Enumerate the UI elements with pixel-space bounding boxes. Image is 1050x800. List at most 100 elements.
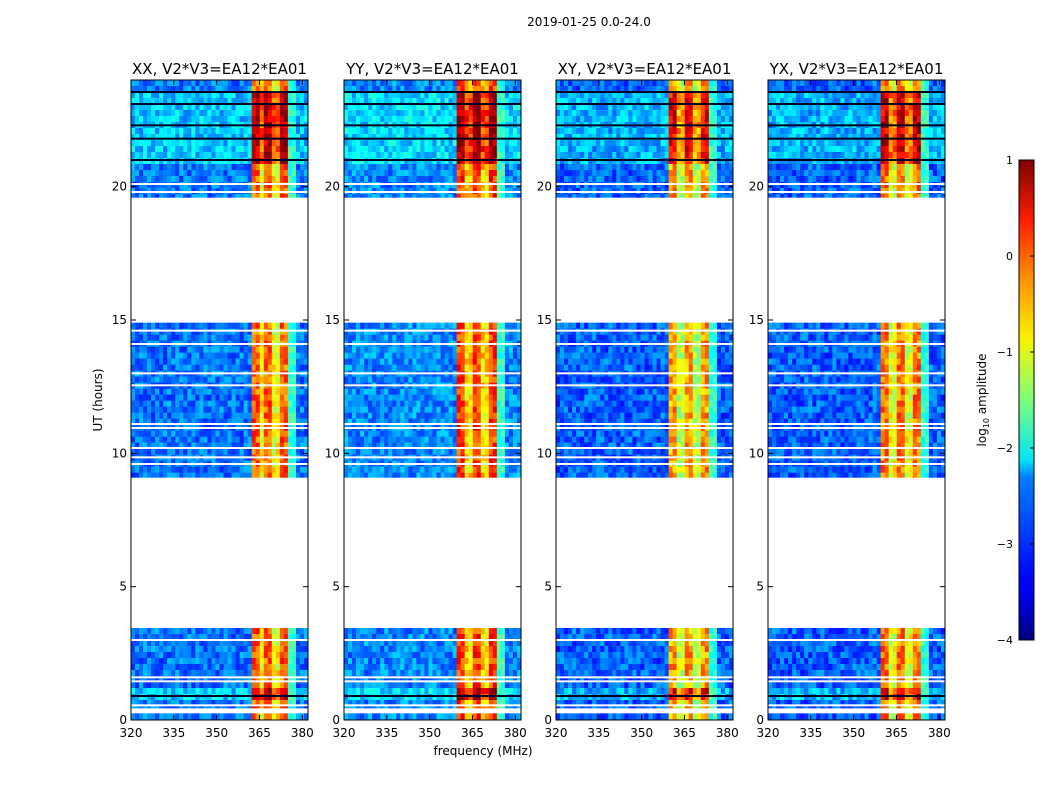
- heatmap-cell: [251, 182, 257, 189]
- heatmap-cell: [303, 436, 308, 444]
- heatmap-cell: [271, 700, 277, 707]
- heatmap-cell: [496, 694, 502, 701]
- heatmap-cell: [179, 640, 184, 647]
- heatmap-cell: [452, 652, 457, 659]
- heatmap-cell: [131, 713, 136, 720]
- heatmap-cell: [183, 646, 188, 653]
- heatmap-cell: [231, 706, 236, 709]
- heatmap-cell: [508, 418, 514, 426]
- heatmap-cell: [295, 640, 301, 647]
- heatmap-cell: [287, 682, 293, 689]
- heatmap-cell: [279, 640, 285, 647]
- heatmap-cell: [151, 152, 156, 159]
- heatmap-cell: [239, 104, 244, 111]
- heatmap-cell: [131, 104, 136, 111]
- heatmap-cell: [259, 346, 265, 354]
- heatmap-cell: [231, 442, 236, 450]
- heatmap-cell: [195, 328, 200, 336]
- heatmap-cell: [368, 358, 373, 366]
- heatmap-cell: [207, 176, 212, 183]
- heatmap-cell: [500, 634, 506, 641]
- heatmap-cell: [492, 86, 498, 93]
- heatmap-cell: [436, 628, 441, 635]
- heatmap-cell: [219, 328, 224, 336]
- heatmap-cell: [271, 322, 277, 330]
- heatmap-cell: [496, 104, 502, 111]
- heatmap-cell: [275, 364, 281, 372]
- heatmap-cell: [283, 176, 289, 183]
- flagged-row: [131, 676, 308, 679]
- heatmap-cell: [287, 346, 293, 354]
- heatmap-cell: [215, 176, 220, 183]
- heatmap-cell: [287, 328, 293, 336]
- heatmap-cell: [460, 664, 466, 671]
- heatmap-cell: [227, 352, 232, 360]
- heatmap-cell: [303, 466, 308, 474]
- heatmap-cell: [508, 80, 514, 87]
- heatmap-cell: [360, 104, 365, 111]
- heatmap-cell: [259, 400, 265, 408]
- heatmap-cell: [239, 194, 244, 198]
- heatmap-cell: [219, 358, 224, 366]
- heatmap-cell: [143, 652, 148, 659]
- heatmap-cell: [380, 92, 385, 99]
- heatmap-cell: [211, 634, 216, 641]
- heatmap-cell: [275, 158, 281, 165]
- heatmap-cell: [251, 664, 257, 671]
- heatmap-cell: [255, 713, 261, 720]
- heatmap-cell: [207, 146, 212, 153]
- heatmap-cell: [440, 646, 445, 653]
- heatmap-cell: [223, 412, 228, 420]
- heatmap-cell: [384, 640, 389, 647]
- heatmap-cell: [460, 376, 466, 384]
- heatmap-cell: [384, 376, 389, 384]
- heatmap-cell: [492, 658, 498, 665]
- heatmap-cell: [199, 400, 204, 408]
- heatmap-cell: [207, 322, 212, 330]
- heatmap-cell: [231, 146, 236, 153]
- heatmap-cell: [472, 448, 478, 456]
- heatmap-cell: [259, 628, 265, 635]
- heatmap-cell: [139, 448, 144, 456]
- heatmap-cell: [275, 466, 281, 474]
- heatmap-cell: [287, 466, 293, 474]
- heatmap-cell: [516, 394, 521, 402]
- heatmap-cell: [344, 128, 349, 135]
- heatmap-cell: [251, 164, 257, 171]
- heatmap-cell: [279, 146, 285, 153]
- heatmap-cell: [388, 98, 393, 105]
- heatmap-cell: [171, 412, 176, 420]
- heatmap-cell: [424, 328, 429, 336]
- heatmap-cell: [143, 688, 148, 695]
- heatmap-cell: [295, 713, 301, 720]
- heatmap-cell: [484, 394, 490, 402]
- heatmap-cell: [163, 170, 168, 177]
- heatmap-cell: [239, 406, 244, 414]
- heatmap-cell: [279, 646, 285, 653]
- heatmap-cell: [211, 628, 216, 635]
- heatmap-cell: [227, 436, 232, 444]
- heatmap-cell: [504, 418, 510, 426]
- heatmap-cell: [199, 92, 204, 99]
- heatmap-cell: [187, 652, 192, 659]
- heatmap-cell: [436, 676, 441, 683]
- heatmap-cell: [207, 664, 212, 671]
- heatmap-cell: [147, 128, 152, 135]
- heatmap-cell: [191, 418, 196, 426]
- heatmap-cell: [275, 640, 281, 647]
- heatmap-cell: [255, 418, 261, 426]
- heatmap-cell: [179, 676, 184, 683]
- heatmap-cell: [235, 700, 240, 707]
- heatmap-cell: [376, 128, 381, 135]
- heatmap-cell: [468, 86, 474, 93]
- heatmap-cell: [255, 322, 261, 330]
- heatmap-cell: [135, 376, 140, 384]
- heatmap-cell: [171, 158, 176, 165]
- heatmap-cell: [512, 110, 518, 117]
- heatmap-cell: [135, 646, 140, 653]
- heatmap-cell: [219, 322, 224, 330]
- heatmap-cell: [203, 328, 208, 336]
- heatmap-cell: [368, 104, 373, 111]
- heatmap-cell: [155, 346, 160, 354]
- heatmap-cell: [279, 152, 285, 159]
